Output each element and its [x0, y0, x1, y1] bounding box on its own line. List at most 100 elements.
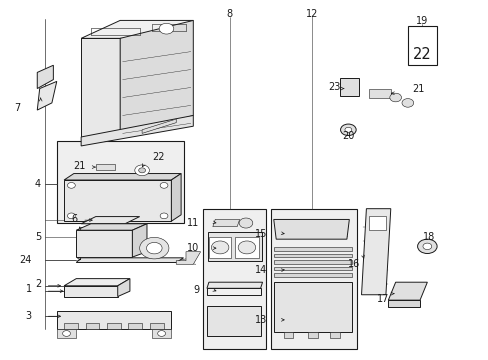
Polygon shape [206, 282, 262, 288]
Circle shape [158, 330, 165, 336]
Circle shape [238, 241, 255, 254]
Text: 22: 22 [152, 152, 164, 162]
Circle shape [389, 93, 401, 102]
Text: 21: 21 [74, 161, 86, 171]
Bar [271, 209, 356, 348]
Polygon shape [273, 254, 351, 257]
Text: 18: 18 [422, 232, 434, 242]
Polygon shape [142, 119, 176, 134]
Circle shape [135, 165, 149, 176]
Bar [234, 237, 259, 258]
Polygon shape [37, 65, 53, 89]
Circle shape [340, 124, 355, 135]
Circle shape [139, 168, 145, 173]
Polygon shape [150, 323, 163, 329]
Polygon shape [85, 323, 99, 329]
Bar [203, 209, 266, 348]
Text: 10: 10 [186, 243, 199, 253]
Polygon shape [206, 306, 260, 336]
Polygon shape [387, 300, 419, 307]
Polygon shape [81, 217, 140, 224]
Text: 13: 13 [255, 315, 267, 325]
Text: 3: 3 [25, 311, 31, 321]
Circle shape [422, 243, 431, 249]
Text: 15: 15 [255, 229, 267, 239]
Polygon shape [361, 209, 390, 295]
Text: 11: 11 [186, 218, 199, 228]
Polygon shape [76, 230, 132, 257]
Polygon shape [76, 258, 183, 262]
Polygon shape [64, 286, 118, 297]
Text: 16: 16 [347, 259, 360, 269]
Text: 8: 8 [226, 9, 232, 19]
Polygon shape [273, 282, 351, 332]
Circle shape [62, 330, 70, 336]
Polygon shape [273, 220, 348, 239]
Text: 2: 2 [35, 279, 41, 289]
Polygon shape [206, 288, 260, 295]
Polygon shape [339, 78, 358, 96]
Polygon shape [368, 89, 390, 98]
Polygon shape [152, 329, 171, 338]
Polygon shape [368, 216, 385, 230]
Polygon shape [273, 273, 351, 277]
Polygon shape [283, 332, 293, 338]
Circle shape [67, 213, 75, 219]
Text: 9: 9 [193, 285, 199, 296]
Text: 23: 23 [328, 82, 340, 92]
Circle shape [146, 242, 162, 254]
Polygon shape [273, 247, 351, 251]
Polygon shape [64, 279, 130, 286]
Polygon shape [81, 21, 193, 39]
Circle shape [159, 23, 173, 34]
Text: 12: 12 [305, 9, 317, 19]
Text: 17: 17 [376, 294, 388, 304]
Text: 7: 7 [14, 103, 20, 113]
Circle shape [401, 99, 413, 107]
Polygon shape [64, 323, 78, 329]
Text: 14: 14 [255, 265, 267, 275]
Polygon shape [212, 220, 239, 226]
Polygon shape [107, 323, 121, 329]
Circle shape [344, 127, 351, 132]
Polygon shape [207, 232, 261, 261]
Bar [57, 140, 183, 223]
Text: 5: 5 [35, 232, 41, 242]
Polygon shape [132, 224, 147, 257]
Polygon shape [81, 39, 120, 137]
Circle shape [140, 237, 168, 259]
Polygon shape [307, 332, 317, 338]
Circle shape [67, 183, 75, 188]
Circle shape [239, 218, 252, 228]
Circle shape [160, 213, 167, 219]
Circle shape [417, 239, 436, 253]
Bar [208, 237, 231, 258]
Polygon shape [76, 224, 147, 230]
Polygon shape [329, 332, 339, 338]
Polygon shape [64, 180, 171, 221]
Text: 1: 1 [26, 284, 32, 294]
Polygon shape [176, 252, 200, 264]
Circle shape [160, 183, 167, 188]
Polygon shape [128, 323, 142, 329]
Text: 19: 19 [415, 17, 427, 27]
Polygon shape [171, 174, 181, 221]
Text: 21: 21 [412, 84, 424, 94]
Polygon shape [273, 267, 351, 270]
Polygon shape [387, 282, 427, 300]
Bar [407, 26, 436, 65]
Polygon shape [57, 329, 76, 338]
Polygon shape [120, 21, 193, 137]
Text: 24: 24 [19, 255, 31, 265]
Text: 4: 4 [35, 179, 41, 189]
Polygon shape [64, 174, 181, 180]
Text: 6: 6 [71, 215, 77, 224]
Bar [96, 164, 115, 170]
Polygon shape [57, 311, 171, 329]
Polygon shape [118, 279, 130, 297]
Polygon shape [81, 116, 193, 146]
Polygon shape [273, 260, 351, 264]
Polygon shape [37, 81, 57, 110]
Circle shape [211, 241, 228, 254]
Text: 22: 22 [412, 47, 431, 62]
